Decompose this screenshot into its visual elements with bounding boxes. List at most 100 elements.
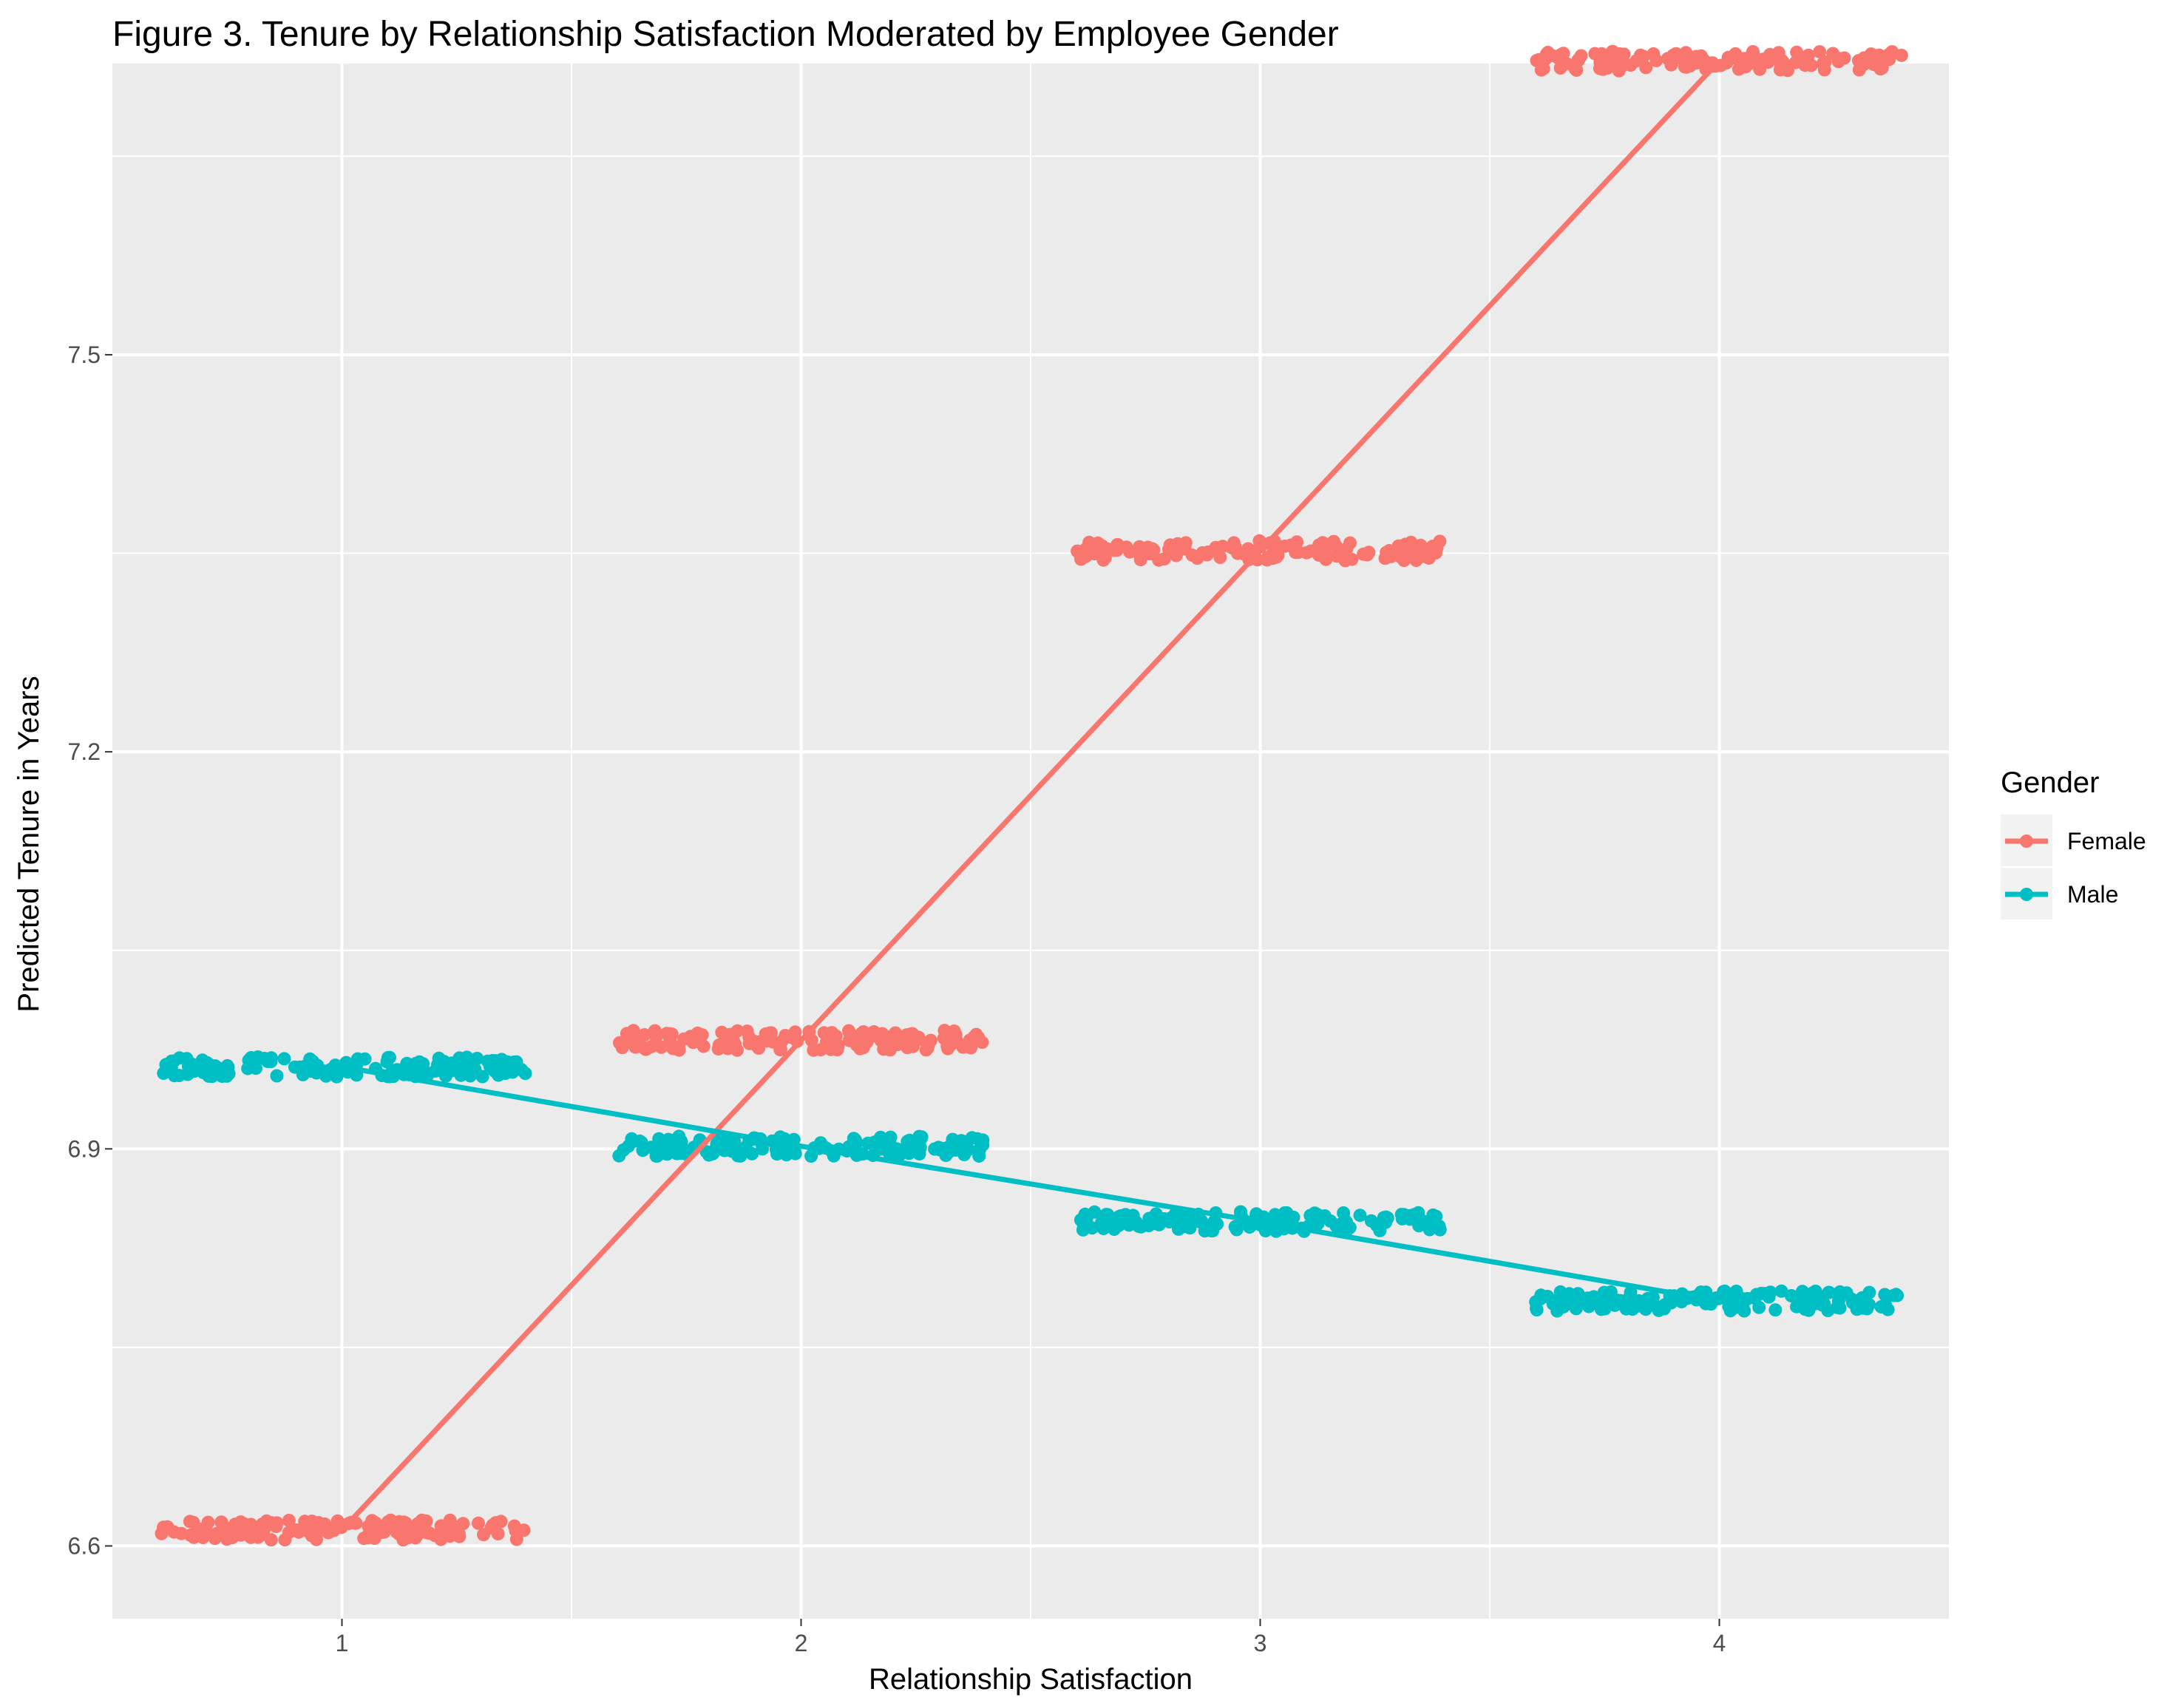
point-male: [946, 1132, 960, 1146]
point-female: [711, 1042, 725, 1056]
point-female: [1176, 539, 1190, 553]
point-female: [671, 1040, 685, 1054]
point-male: [181, 1066, 195, 1080]
point-male: [202, 1069, 216, 1083]
point-female: [1732, 62, 1746, 76]
line-male: [341, 1064, 1720, 1304]
point-female: [186, 1515, 200, 1529]
point-female: [282, 1514, 296, 1527]
point-female: [220, 1532, 234, 1546]
point-male: [481, 1054, 495, 1068]
point-female: [1750, 55, 1764, 69]
legend-title: Gender: [2001, 766, 2099, 799]
point-male: [1862, 1285, 1876, 1299]
point-female: [831, 1039, 845, 1053]
point-female: [304, 1526, 318, 1540]
point-male: [1833, 1301, 1847, 1315]
point-male: [965, 1131, 979, 1145]
point-female: [1553, 61, 1567, 75]
point-female: [742, 1036, 756, 1050]
point-male: [303, 1052, 317, 1066]
point-male: [1795, 1285, 1809, 1299]
point-male: [902, 1146, 916, 1160]
point-male: [1722, 1291, 1736, 1305]
point-female: [620, 1027, 634, 1041]
point-female: [975, 1036, 989, 1050]
point-male: [1380, 1211, 1394, 1225]
point-male: [912, 1147, 926, 1161]
point-male: [1624, 1285, 1638, 1299]
point-male: [1556, 1300, 1570, 1314]
point-male: [1562, 1287, 1576, 1301]
point-female: [257, 1517, 271, 1531]
point-male: [277, 1052, 291, 1066]
point-male: [1784, 1289, 1798, 1302]
point-male: [350, 1052, 364, 1066]
point-male: [1311, 1217, 1325, 1231]
point-female: [472, 1516, 485, 1530]
point-female: [956, 1040, 970, 1054]
point-female: [1692, 51, 1706, 65]
point-male: [495, 1053, 508, 1067]
point-male: [413, 1055, 427, 1069]
point-female: [1813, 45, 1827, 59]
point-female: [637, 1028, 651, 1041]
legend-key-point-male: [2020, 888, 2033, 901]
point-female: [1405, 537, 1419, 551]
point-male: [330, 1070, 344, 1084]
point-male: [1340, 1215, 1354, 1229]
y-tick-label: 7.2: [68, 738, 101, 765]
point-male: [972, 1149, 986, 1163]
point-male: [1353, 1209, 1367, 1223]
point-female: [1826, 47, 1840, 61]
point-male: [849, 1136, 864, 1150]
point-female: [1133, 553, 1147, 567]
point-female: [160, 1520, 174, 1534]
point-female: [1405, 548, 1420, 562]
point-male: [1795, 1296, 1809, 1311]
point-female: [456, 1517, 470, 1531]
point-male: [769, 1142, 783, 1156]
point-male: [612, 1149, 626, 1163]
point-male: [915, 1130, 929, 1144]
point-female: [1617, 47, 1631, 61]
point-male: [1699, 1285, 1713, 1299]
y-axis: 6.6 6.9 7.2 7.5: [68, 341, 112, 1560]
point-female: [419, 1514, 433, 1528]
point-male: [1569, 1302, 1583, 1316]
x-axis-title: Relationship Satisfaction: [869, 1663, 1193, 1696]
point-female: [1678, 55, 1692, 69]
point-female: [1429, 545, 1442, 560]
point-male: [1243, 1220, 1257, 1234]
point-male: [1149, 1207, 1163, 1221]
point-male: [1879, 1298, 1892, 1312]
point-female: [1338, 554, 1352, 568]
line-female: [339, 59, 1722, 1532]
point-male: [454, 1068, 468, 1082]
point-female: [1881, 48, 1895, 62]
point-male: [1614, 1294, 1628, 1308]
point-female: [1238, 548, 1252, 562]
point-female: [292, 1525, 305, 1539]
point-male: [1839, 1286, 1854, 1300]
point-female: [1123, 545, 1137, 559]
point-male: [622, 1139, 635, 1153]
point-male: [251, 1050, 265, 1064]
point-female: [1779, 62, 1793, 76]
point-male: [1878, 1288, 1892, 1302]
point-female: [1637, 50, 1650, 64]
point-female: [1225, 541, 1239, 555]
point-female: [1420, 545, 1434, 560]
point-male: [270, 1069, 284, 1083]
point-female: [486, 1518, 500, 1532]
point-female: [775, 1035, 789, 1049]
point-female: [937, 1024, 952, 1038]
point-male: [265, 1051, 278, 1065]
point-male: [1768, 1303, 1783, 1317]
point-male: [381, 1050, 395, 1064]
point-female: [1798, 58, 1812, 72]
y-axis-title: Predicted Tenure in Years: [13, 676, 45, 1012]
point-male: [400, 1056, 414, 1070]
point-female: [477, 1528, 490, 1542]
